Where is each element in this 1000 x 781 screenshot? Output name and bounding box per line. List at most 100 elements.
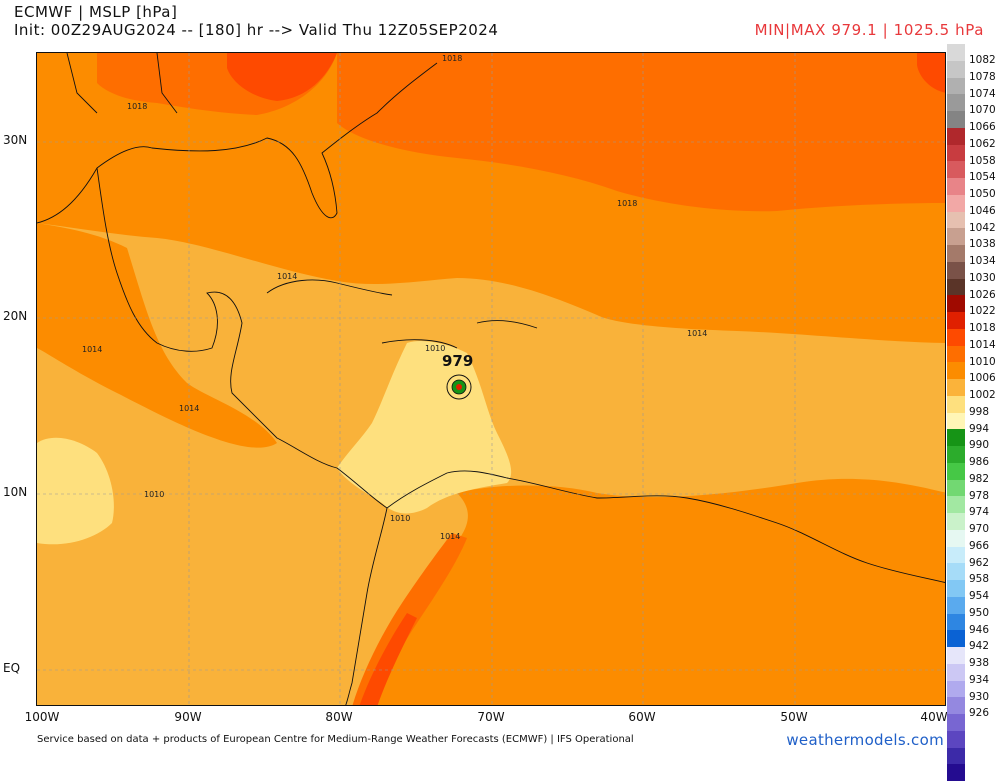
- band-1018-north: [337, 53, 945, 212]
- colorbar-cell: [947, 596, 965, 614]
- colorbar-cell: [947, 747, 965, 765]
- colorbar-label: 942: [969, 640, 990, 653]
- colorbar-label: 1014: [969, 338, 996, 351]
- colorbar-cell: [947, 362, 965, 379]
- colorbar-cell: [947, 228, 965, 245]
- colorbar-label: 1030: [969, 271, 996, 284]
- low-1010-west: [37, 437, 114, 545]
- colorbar-cell: [947, 211, 965, 229]
- colorbar-label: 1046: [969, 204, 996, 217]
- contour-label: 1014: [440, 532, 460, 541]
- lon-label: 70W: [477, 710, 505, 724]
- mslp-map: 1018 1018 1018 1014 1014 1014 1014 1010 …: [36, 52, 946, 706]
- colorbar-cell: [947, 111, 965, 128]
- colorbar-label: 1022: [969, 305, 996, 318]
- colorbar-label: 954: [969, 590, 990, 602]
- colorbar-label: 1050: [969, 188, 996, 200]
- colorbar-cell: [947, 697, 965, 714]
- lon-label: 60W: [628, 710, 656, 724]
- andes-high-core: [359, 613, 417, 705]
- colorbar-cell: [947, 77, 965, 95]
- band-1022-conus: [227, 53, 337, 101]
- colorbar-cell: [947, 680, 965, 698]
- colorbar-cell: [947, 496, 965, 513]
- colorbar-label: 962: [969, 556, 990, 569]
- coastlines: [37, 53, 945, 705]
- colorbar-cell: [947, 529, 965, 547]
- colorbar-label: 1070: [969, 104, 996, 117]
- lat-label: EQ: [3, 661, 21, 675]
- contour-label: 1010: [425, 344, 445, 353]
- colorbar-label: 950: [969, 606, 990, 619]
- colorbar-label: 974: [969, 506, 990, 519]
- colorbar-cell: [947, 278, 965, 296]
- colorbar-cell: [947, 379, 965, 396]
- colorbar-label: 934: [969, 673, 990, 686]
- band-1014-west: [37, 223, 277, 448]
- lon-label: 50W: [780, 710, 808, 724]
- contour-label: 1010: [390, 514, 410, 523]
- colorbar-cell: [947, 563, 965, 580]
- colorbar-cell: [947, 312, 965, 329]
- colorbar-cell: [947, 764, 965, 781]
- colorbar-cell: [947, 44, 965, 61]
- colorbar-cell: [947, 94, 965, 111]
- band-1014-south: [357, 478, 945, 705]
- init-valid-line: Init: 00Z29AUG2024 -- [180] hr --> Valid…: [14, 21, 499, 39]
- colorbar-label: 1066: [969, 121, 996, 133]
- colorbar-label: 986: [969, 456, 990, 468]
- colorbar-label: 1074: [969, 87, 996, 100]
- source-credit: Service based on data + products of Euro…: [37, 734, 634, 745]
- colorbar-cell: [947, 630, 965, 647]
- colorbar-cell: [947, 513, 965, 530]
- contour-label: 1014: [277, 272, 297, 281]
- lon-label: 80W: [325, 710, 353, 724]
- lon-label: 100W: [24, 710, 60, 724]
- contour-label: 1018: [617, 199, 637, 208]
- colorbar-label: 938: [969, 657, 990, 669]
- colorbar-label: 998: [969, 405, 990, 418]
- colorbar-label: 1054: [969, 171, 996, 184]
- contour-label: 1018: [442, 54, 462, 63]
- colorbar-label: 1078: [969, 70, 996, 83]
- colorbar-label: 1058: [969, 154, 996, 167]
- map-title: ECMWF | MSLP [hPa]: [14, 3, 178, 21]
- colorbar-label: 1042: [969, 221, 996, 234]
- colorbar-cell: [947, 479, 965, 497]
- colorbar-cell: [947, 161, 965, 178]
- colorbar-label: 978: [969, 489, 990, 502]
- contour-label: 1014: [82, 345, 102, 354]
- min-max-readout: MIN|MAX 979.1 | 1025.5 hPa: [754, 21, 984, 39]
- colorbar-cell: [947, 245, 965, 262]
- colorbar-label: 970: [969, 523, 990, 535]
- colorbar-label: 1010: [969, 355, 996, 368]
- colorbar-cell: [947, 580, 965, 597]
- lon-label: 40W: [920, 710, 948, 724]
- map-canvas: 1018 1018 1018 1014 1014 1014 1014 1010 …: [37, 53, 945, 705]
- colorbar-label: 990: [969, 439, 990, 452]
- colorbar-cell: [947, 60, 965, 78]
- contour-label: 1018: [127, 102, 147, 111]
- colorbar-cell: [947, 144, 965, 162]
- lat-label: 20N: [3, 309, 28, 323]
- colorbar-cell: [947, 261, 965, 279]
- lat-label: 10N: [3, 485, 28, 499]
- colorbar-cell: [947, 178, 965, 195]
- colorbar-cell: [947, 412, 965, 430]
- colorbar-label: 1026: [969, 288, 996, 301]
- brand-link[interactable]: weathermodels.com: [786, 731, 944, 749]
- colorbar-cell: [947, 714, 965, 731]
- contour-label: 1014: [687, 329, 707, 338]
- colorbar-label: 1018: [969, 322, 996, 334]
- colorbar-label: 1034: [969, 255, 996, 267]
- colorbar-label: 958: [969, 573, 990, 586]
- band-1022-ne: [917, 53, 945, 93]
- colorbar-cell: [947, 429, 965, 446]
- colorbar-cell: [947, 345, 965, 363]
- colorbar-label: 1002: [969, 389, 996, 401]
- storm-min-label: 979: [442, 352, 473, 370]
- colorbar-cell: [947, 295, 965, 312]
- colorbar-label: 994: [969, 422, 990, 435]
- graticule: [37, 53, 945, 705]
- colorbar-label: 1062: [969, 137, 996, 150]
